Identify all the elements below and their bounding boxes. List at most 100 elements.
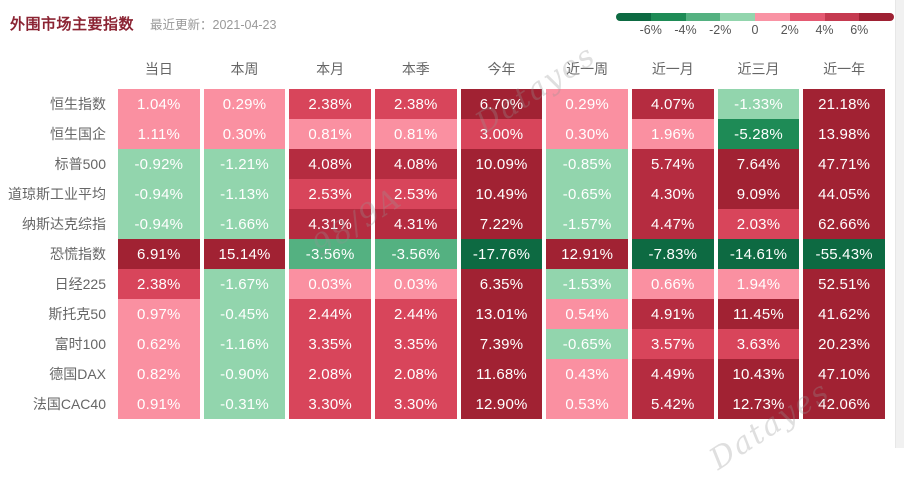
legend-gradient-bar — [616, 13, 894, 21]
heatmap-cell: -7.83% — [631, 239, 714, 269]
row-label: 富时100 — [54, 336, 106, 352]
heatmap-cell: 6.91% — [118, 239, 200, 269]
heatmap-cell: -0.31% — [203, 389, 286, 419]
heatmap-cell: -0.45% — [203, 299, 286, 329]
heatmap-cell: 42.06% — [803, 389, 885, 419]
heatmap-cell: 47.10% — [803, 359, 885, 389]
legend-gradient-segment — [859, 13, 894, 21]
heatmap-cell: 11.45% — [717, 299, 800, 329]
row-label: 法国CAC40 — [32, 396, 106, 412]
column-header: 近三月 — [737, 61, 780, 77]
heatmap-cell: 2.08% — [374, 359, 457, 389]
heatmap-cell: 3.30% — [374, 389, 457, 419]
heatmap-cell: 3.00% — [460, 119, 543, 149]
heatmap-cell: -1.33% — [717, 89, 800, 119]
heatmap-cell: 4.08% — [289, 149, 371, 179]
heatmap-cell: 0.82% — [118, 359, 200, 389]
legend-tick-label: -6% — [639, 23, 662, 37]
heatmap-cell: 0.54% — [546, 299, 628, 329]
heatmap-cell: 0.81% — [289, 119, 371, 149]
heatmap-cell: 5.42% — [631, 389, 714, 419]
legend-tick-labels: -6% -4% -2% 0 2% 4% 6% — [616, 23, 894, 41]
heatmap-cell: 4.31% — [374, 209, 457, 239]
heatmap-cell: -14.61% — [717, 239, 800, 269]
legend-tick-label: 4% — [815, 23, 834, 37]
legend-gradient-segment — [720, 13, 755, 21]
heatmap-cell: 52.51% — [803, 269, 885, 299]
heatmap-cell: -0.90% — [203, 359, 286, 389]
heatmap-cell: 4.91% — [631, 299, 714, 329]
heatmap-cell: 7.22% — [460, 209, 543, 239]
heatmap-cell: -0.94% — [118, 179, 200, 209]
legend-gradient-segment — [824, 13, 860, 21]
heatmap-table: 当日 本周 本月 本季 今年 近一周 近一月 近三月 近一年 恒生指数 1.04% 0.29% 2.38… — [0, 49, 885, 419]
heatmap-cell: 1.11% — [118, 119, 200, 149]
heatmap-cell: 2.44% — [289, 299, 371, 329]
column-header: 本季 — [401, 61, 430, 77]
row-label: 恐慌指数 — [50, 246, 106, 262]
heatmap-cell: -0.85% — [546, 149, 628, 179]
heatmap-cell: 12.90% — [460, 389, 543, 419]
heatmap-cell: 41.62% — [803, 299, 885, 329]
heatmap-cell: 0.30% — [546, 119, 628, 149]
heatmap-cell: 2.38% — [118, 269, 200, 299]
heatmap-cell: 13.98% — [803, 119, 885, 149]
heatmap-cell: 6.70% — [460, 89, 543, 119]
heatmap-cell: 4.47% — [631, 209, 714, 239]
heatmap-cell: -0.65% — [546, 179, 628, 209]
heatmap-cell: 1.04% — [118, 89, 200, 119]
heatmap-cell: 9.09% — [717, 179, 800, 209]
heatmap-cell: 21.18% — [803, 89, 885, 119]
heatmap-cell: 10.09% — [460, 149, 543, 179]
column-header: 近一周 — [566, 61, 609, 77]
heatmap-cell: 12.73% — [717, 389, 800, 419]
heatmap-cell: 3.35% — [289, 329, 371, 359]
heatmap-cell: -1.53% — [546, 269, 628, 299]
heatmap-cell: 20.23% — [803, 329, 885, 359]
heatmap-cell: 7.64% — [717, 149, 800, 179]
heatmap-cell: 4.30% — [631, 179, 714, 209]
scrollbar-track[interactable] — [895, 0, 904, 448]
heatmap-cell: 7.39% — [460, 329, 543, 359]
legend-gradient-segment — [789, 13, 825, 21]
heatmap-cell: 44.05% — [803, 179, 885, 209]
heatmap-cell: 2.38% — [374, 89, 457, 119]
heatmap-cell: 62.66% — [803, 209, 885, 239]
heatmap-cell: 0.97% — [118, 299, 200, 329]
heatmap-cell: -0.65% — [546, 329, 628, 359]
heatmap-cell: 0.66% — [631, 269, 714, 299]
column-header: 今年 — [487, 61, 516, 77]
color-scale-legend: -6% -4% -2% 0 2% 4% 6% — [616, 13, 894, 43]
heatmap-cell: 3.57% — [631, 329, 714, 359]
heatmap-cell: 6.35% — [460, 269, 543, 299]
heatmap-cell: 10.43% — [717, 359, 800, 389]
legend-gradient-segment — [650, 13, 686, 21]
heatmap-cell: -1.57% — [546, 209, 628, 239]
heatmap-cell: 10.49% — [460, 179, 543, 209]
heatmap-cell: -55.43% — [803, 239, 885, 269]
row-label: 恒生指数 — [50, 96, 106, 112]
heatmap-cell: -1.66% — [203, 209, 286, 239]
row-label: 道琼斯工业平均 — [8, 186, 106, 202]
heatmap-cell: 12.91% — [546, 239, 628, 269]
heatmap-cell: -5.28% — [717, 119, 800, 149]
heatmap-cell: 2.53% — [289, 179, 371, 209]
row-label: 标普500 — [54, 156, 106, 172]
row-label: 斯托克50 — [48, 306, 106, 322]
heatmap-cell: -17.76% — [460, 239, 543, 269]
column-header: 近一年 — [823, 61, 866, 77]
heatmap-cell: -0.94% — [118, 209, 200, 239]
heatmap-cell: 2.44% — [374, 299, 457, 329]
column-header: 当日 — [144, 61, 173, 77]
legend-gradient-segment — [685, 13, 721, 21]
heatmap-cell: 13.01% — [460, 299, 543, 329]
legend-gradient-segment — [616, 13, 651, 21]
legend-tick-label: -4% — [674, 23, 697, 37]
heatmap-cell: 2.38% — [289, 89, 371, 119]
panel-header: 外围市场主要指数 最近更新：2021-04-23 -6% -4% -2% 0 2% 4% 6… — [0, 0, 904, 43]
heatmap-cell: 0.03% — [289, 269, 371, 299]
row-label: 德国DAX — [49, 366, 106, 382]
legend-tick-label: -2% — [709, 23, 732, 37]
heatmap-cell: 2.08% — [289, 359, 371, 389]
heatmap-cell: 5.74% — [631, 149, 714, 179]
